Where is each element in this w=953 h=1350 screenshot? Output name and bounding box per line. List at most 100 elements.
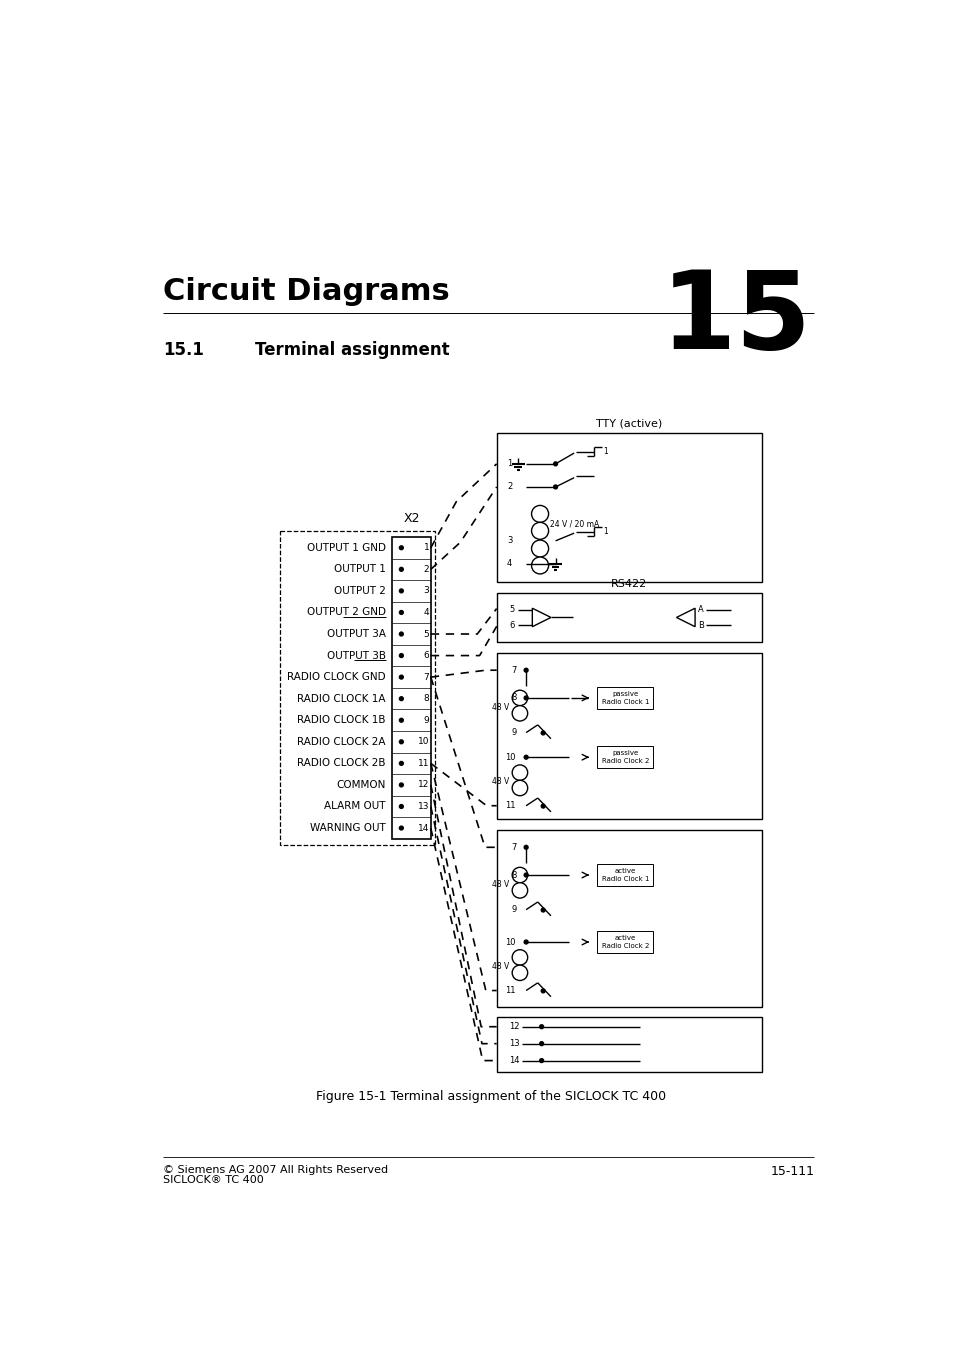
Bar: [392, 537, 431, 838]
Text: RADIO CLOCK 2A: RADIO CLOCK 2A: [297, 737, 385, 747]
Text: 12: 12: [417, 780, 429, 790]
Text: active
Radio Clock 2: active Radio Clock 2: [601, 936, 648, 949]
Circle shape: [553, 485, 557, 489]
Text: 15: 15: [659, 266, 810, 373]
Circle shape: [531, 540, 548, 558]
Text: 48 V: 48 V: [492, 963, 509, 971]
Text: SICLOCK® TC 400: SICLOCK® TC 400: [163, 1176, 264, 1185]
Bar: [597, 747, 653, 768]
Circle shape: [523, 845, 528, 849]
Text: ALARM OUT: ALARM OUT: [324, 802, 385, 811]
Text: 4: 4: [506, 559, 512, 568]
Circle shape: [531, 505, 548, 522]
Circle shape: [399, 761, 403, 765]
Text: OUTPUT 2 GND: OUTPUT 2 GND: [307, 608, 385, 617]
Text: 6: 6: [509, 621, 514, 629]
Text: 11: 11: [504, 986, 515, 995]
Circle shape: [399, 783, 403, 787]
Text: 1: 1: [506, 459, 512, 468]
Text: Terminal assignment: Terminal assignment: [254, 340, 449, 359]
Text: OUTPUT 2: OUTPUT 2: [334, 586, 385, 595]
Text: TTY (active): TTY (active): [596, 418, 661, 428]
Text: A: A: [698, 605, 703, 614]
Text: 9: 9: [511, 728, 517, 737]
Text: 48 V: 48 V: [492, 702, 509, 711]
Circle shape: [531, 522, 548, 539]
Text: 7: 7: [511, 666, 517, 675]
Circle shape: [512, 706, 527, 721]
Bar: [597, 687, 653, 709]
Circle shape: [523, 873, 528, 878]
Circle shape: [399, 567, 403, 571]
Polygon shape: [532, 609, 550, 626]
Bar: [497, 1017, 760, 1072]
Circle shape: [399, 632, 403, 636]
Circle shape: [523, 755, 528, 759]
Circle shape: [399, 740, 403, 744]
Text: 5: 5: [509, 605, 514, 614]
Circle shape: [531, 558, 548, 574]
Circle shape: [512, 949, 527, 965]
Bar: [597, 864, 653, 886]
Text: 9: 9: [423, 716, 429, 725]
Circle shape: [399, 805, 403, 809]
Text: 14: 14: [509, 1056, 519, 1065]
Text: 4: 4: [423, 608, 429, 617]
Circle shape: [540, 990, 544, 992]
Text: COMMON: COMMON: [336, 780, 385, 790]
Text: 1: 1: [423, 543, 429, 552]
Text: OUTPUT 1: OUTPUT 1: [334, 564, 385, 574]
Circle shape: [553, 462, 557, 466]
Circle shape: [539, 1042, 543, 1045]
Text: Figure 15-1 Terminal assignment of the SICLOCK TC 400: Figure 15-1 Terminal assignment of the S…: [315, 1089, 665, 1103]
Text: passive
Radio Clock 2: passive Radio Clock 2: [601, 751, 648, 764]
Text: 1: 1: [603, 526, 608, 536]
Circle shape: [523, 697, 528, 699]
Text: 3: 3: [423, 586, 429, 595]
Text: 11: 11: [504, 801, 515, 810]
Text: 8: 8: [511, 871, 517, 879]
Polygon shape: [676, 609, 695, 626]
Text: X2: X2: [403, 512, 419, 525]
Circle shape: [539, 1025, 543, 1029]
Text: 14: 14: [417, 824, 429, 833]
Text: 8: 8: [423, 694, 429, 703]
Text: 5: 5: [423, 629, 429, 639]
Circle shape: [399, 718, 403, 722]
Bar: [497, 593, 760, 641]
Text: 48 V: 48 V: [492, 880, 509, 888]
Text: 48 V: 48 V: [492, 778, 509, 786]
Text: 7: 7: [511, 842, 517, 852]
Text: passive
Radio Clock 1: passive Radio Clock 1: [601, 691, 648, 705]
Text: RADIO CLOCK 1A: RADIO CLOCK 1A: [297, 694, 385, 703]
Text: 10: 10: [417, 737, 429, 747]
Text: 15-111: 15-111: [770, 1165, 814, 1177]
Circle shape: [399, 826, 403, 830]
Text: 2: 2: [423, 564, 429, 574]
Circle shape: [512, 690, 527, 706]
Circle shape: [540, 732, 544, 734]
Circle shape: [399, 545, 403, 549]
Text: WARNING OUT: WARNING OUT: [310, 824, 385, 833]
Bar: [497, 653, 760, 819]
Circle shape: [539, 1058, 543, 1062]
Text: 9: 9: [511, 904, 517, 914]
Text: RADIO CLOCK 1B: RADIO CLOCK 1B: [297, 716, 385, 725]
Text: OUTPUT 3B: OUTPUT 3B: [327, 651, 385, 660]
Text: 13: 13: [509, 1040, 519, 1048]
Text: 6: 6: [423, 651, 429, 660]
Text: OUTPUT 3A: OUTPUT 3A: [327, 629, 385, 639]
Circle shape: [540, 805, 544, 809]
Circle shape: [512, 780, 527, 795]
Text: 15.1: 15.1: [163, 340, 204, 359]
Circle shape: [540, 909, 544, 913]
Text: active
Radio Clock 1: active Radio Clock 1: [601, 868, 648, 882]
Text: RS422: RS422: [611, 579, 647, 589]
Text: 1: 1: [603, 447, 608, 456]
Bar: [279, 531, 435, 845]
Text: RADIO CLOCK GND: RADIO CLOCK GND: [287, 672, 385, 682]
Circle shape: [399, 610, 403, 614]
Bar: [597, 931, 653, 953]
Bar: [497, 830, 760, 1007]
Circle shape: [399, 675, 403, 679]
